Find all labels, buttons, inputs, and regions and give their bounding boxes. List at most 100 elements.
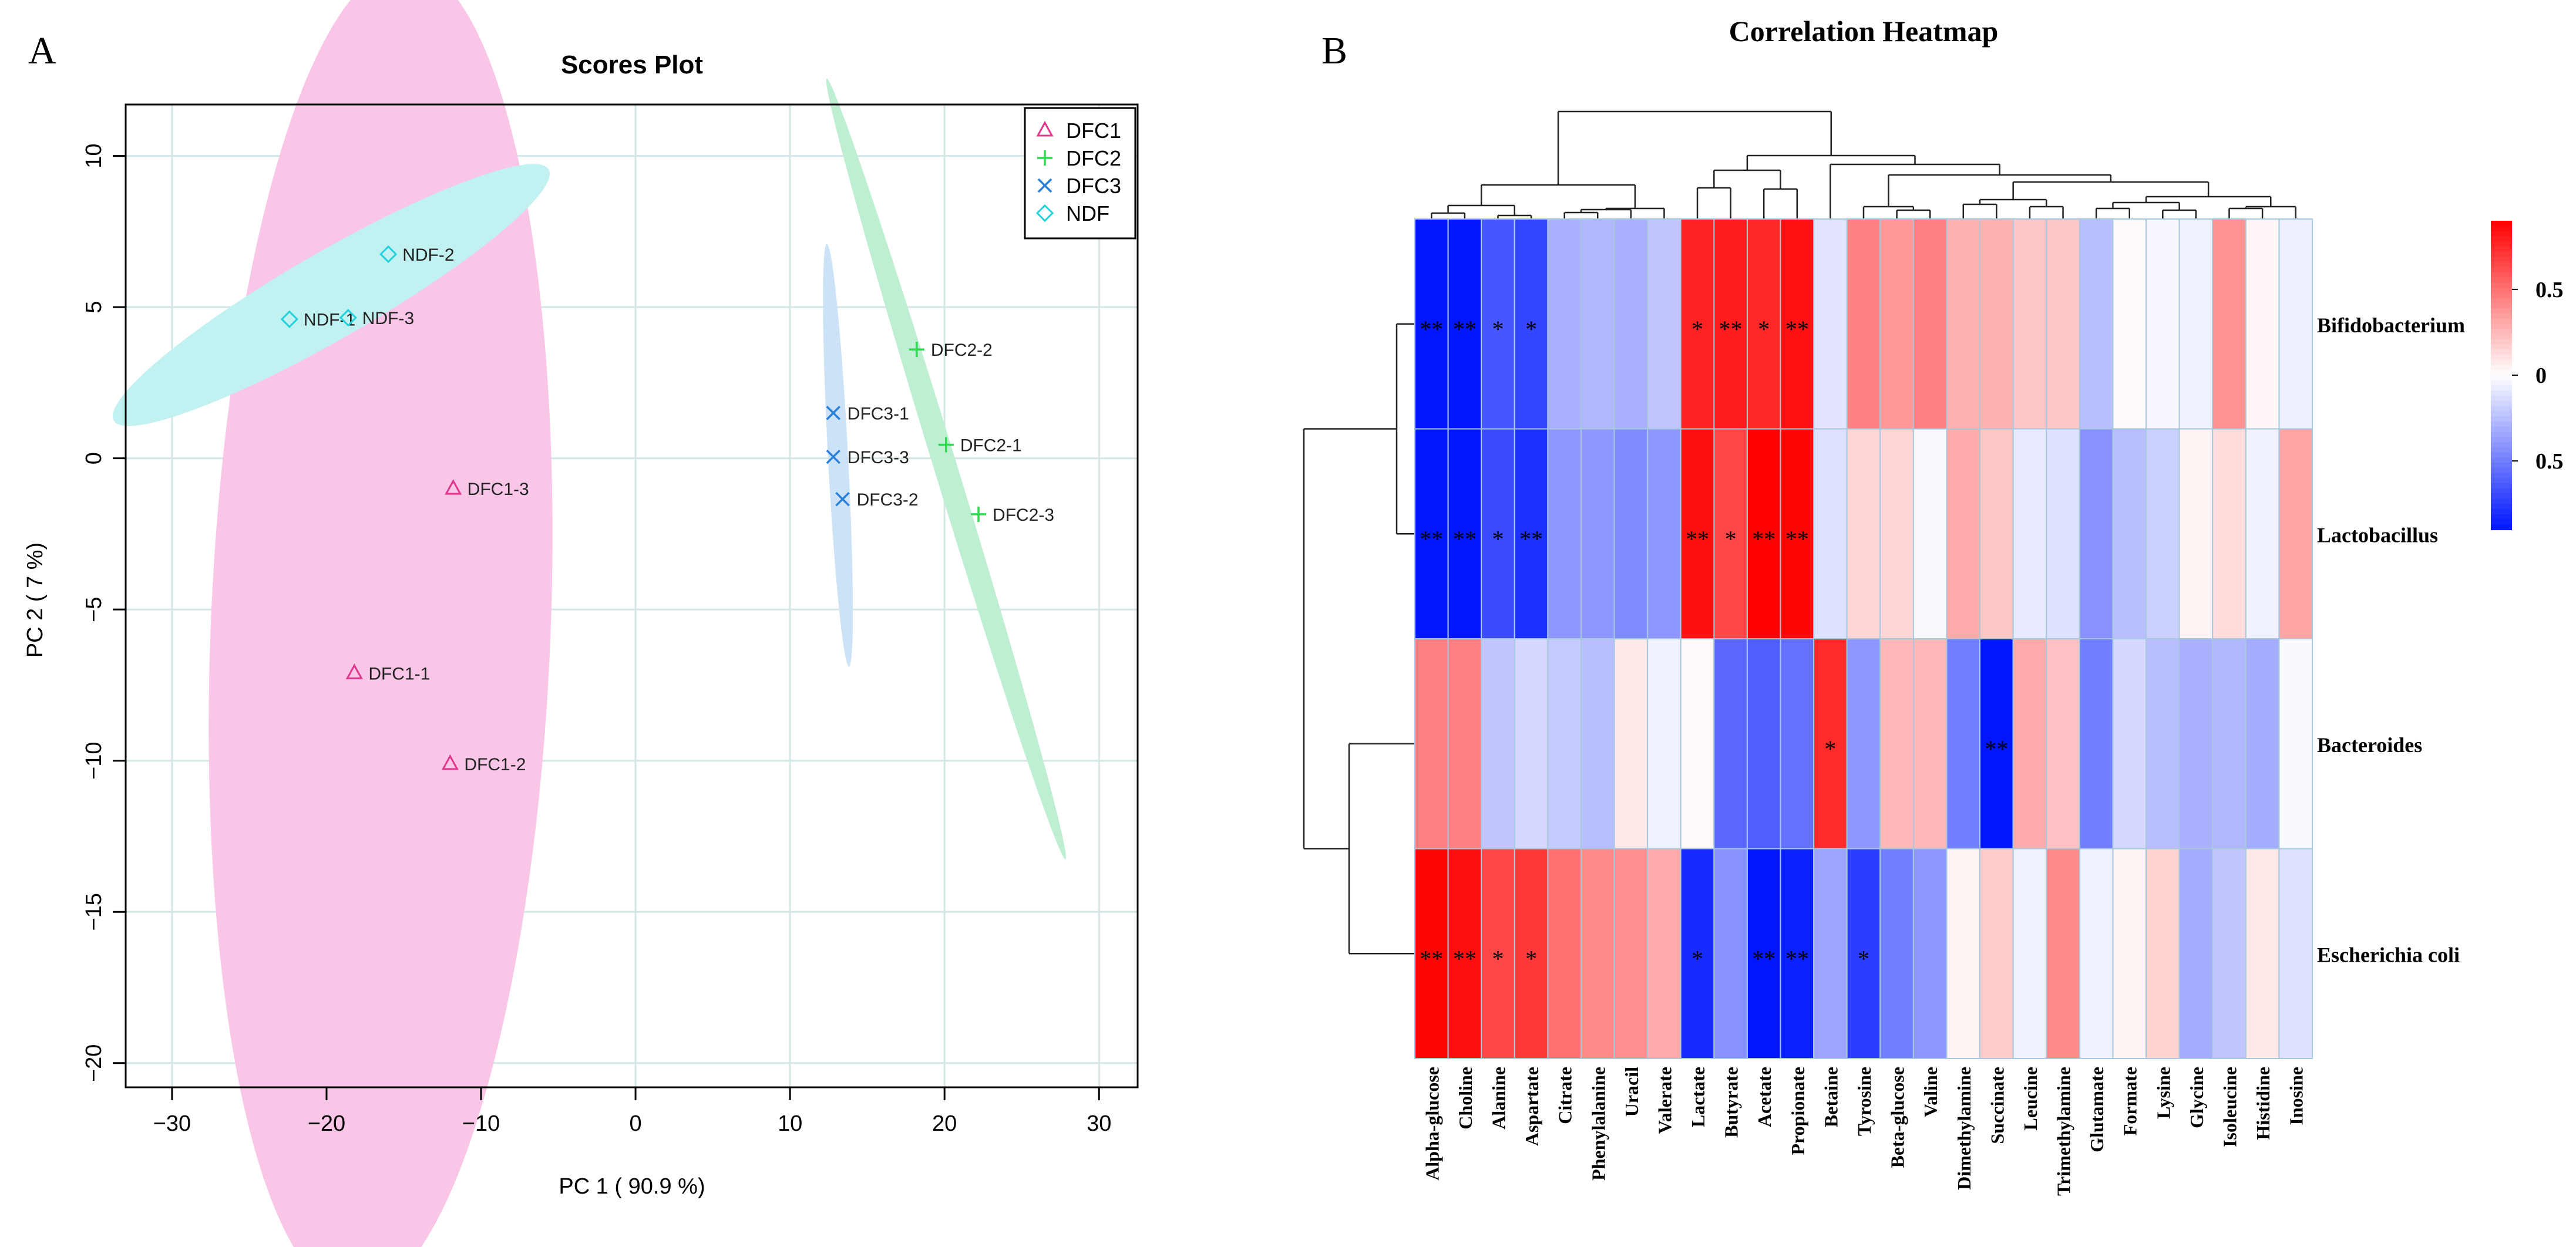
colorbar-step <box>2491 441 2512 448</box>
heatmap-cell <box>1912 848 1948 1059</box>
colorbar-step <box>2491 416 2512 422</box>
colorbar-step <box>2491 236 2512 242</box>
heatmap-cell <box>1746 848 1781 1059</box>
heatmap-cell <box>1647 218 1682 430</box>
heatmap-cell <box>1547 428 1582 639</box>
column-label: Lactate <box>1687 1067 1709 1127</box>
significance-mark: * <box>1824 736 1836 762</box>
row-label: Escherichia coli <box>2317 943 2460 966</box>
column-label: Succinate <box>1986 1067 2007 1144</box>
colorbar-step <box>2491 225 2512 232</box>
heatmap-cell <box>1846 428 1881 639</box>
heatmap-cell <box>1680 428 1715 639</box>
colorbar-step <box>2491 375 2512 381</box>
heatmap-cell <box>1481 638 1515 850</box>
heatmap-cell <box>2212 638 2247 850</box>
heatmap-cell <box>2112 638 2147 850</box>
significance-mark: * <box>1492 316 1504 342</box>
heatmap-cell <box>1846 218 1881 430</box>
colorbar-step <box>2491 313 2512 319</box>
column-label: Histidine <box>2252 1067 2274 1140</box>
colorbar-step <box>2491 411 2512 417</box>
y-tick-label: −10 <box>82 742 106 779</box>
colorbar-step <box>2491 452 2512 459</box>
significance-mark: ** <box>1453 316 1477 342</box>
diamond-marker <box>379 245 398 264</box>
heatmap-cell <box>1713 428 1748 639</box>
heatmap-cell <box>2278 218 2313 430</box>
heatmap-cell <box>1514 638 1549 850</box>
colorbar-step <box>2491 349 2512 355</box>
plus-marker <box>1037 150 1052 166</box>
x-tick-label: −10 <box>462 1111 500 1136</box>
x-tick-label: −20 <box>308 1111 345 1136</box>
heatmap-cell <box>1979 428 2014 639</box>
colorbar-step <box>2491 508 2512 515</box>
heatmap-cell <box>1879 638 1914 850</box>
heatmap-cell <box>2145 638 2180 850</box>
heatmap-cell <box>2178 218 2214 430</box>
colorbar-step <box>2491 329 2512 335</box>
legend: DFC1 DFC2 DFC3 NDF <box>1024 107 1136 240</box>
column-label: Alanine <box>1488 1067 1509 1130</box>
significance-mark: * <box>1492 945 1504 972</box>
heatmap-cell <box>1613 638 1649 850</box>
row-label: Lactobacillus <box>2317 523 2438 547</box>
heatmap-cell <box>2145 218 2180 430</box>
score-point: DFC3-3 <box>826 448 909 467</box>
colorbar-step <box>2491 488 2512 494</box>
heatmap-cell <box>2012 218 2047 430</box>
colorbar-step <box>2491 287 2512 294</box>
column-label: Beta-glucose <box>1887 1067 1908 1168</box>
panel-b-label: B <box>1321 29 1347 72</box>
heatmap-cell <box>1547 638 1582 850</box>
heatmap-cell <box>2245 848 2280 1059</box>
column-label: Formate <box>2120 1067 2141 1135</box>
significance-mark: * <box>1525 945 1537 972</box>
column-label: Tyrosine <box>1854 1067 1875 1136</box>
column-label: Inosine <box>2286 1067 2307 1125</box>
colorbar-step <box>2491 390 2512 397</box>
heatmap-cell <box>1746 638 1781 850</box>
colorbar-step <box>2491 318 2512 325</box>
column-label: Acetate <box>1754 1067 1775 1127</box>
x-tick-label: 30 <box>1087 1111 1111 1136</box>
heatmap-cell <box>2079 428 2114 639</box>
point-label: NDF-3 <box>362 309 414 328</box>
chart-title: Correlation Heatmap <box>1729 15 1999 48</box>
plus-marker <box>971 506 987 522</box>
diamond-marker <box>339 309 357 327</box>
heatmap-cell <box>2079 638 2114 850</box>
significance-mark: * <box>1858 945 1869 972</box>
heatmap-cell <box>1447 428 1482 639</box>
heatmap-cell <box>1780 428 1815 639</box>
significance-mark: ** <box>1785 525 1809 552</box>
heatmap-cell <box>1680 638 1715 850</box>
column-label: Choline <box>1455 1067 1476 1130</box>
significance-mark: ** <box>1785 945 1809 972</box>
heatmap-cell <box>1547 848 1582 1059</box>
colorbar-step <box>2491 524 2512 530</box>
heatmap-cell <box>1547 218 1582 430</box>
score-point: DFC2-1 <box>938 436 1022 455</box>
scores-plot: Scores Plot DFC1-3 DFC1-1 DFC1-2 DFC2-2 DFC2… <box>23 0 1139 1247</box>
ellipse-ndf <box>112 164 550 426</box>
heatmap-cell <box>2245 428 2280 639</box>
column-label: Phenylalanine <box>1588 1067 1609 1181</box>
x-tick-label: 20 <box>932 1111 957 1136</box>
legend-label: NDF <box>1066 201 1109 225</box>
colorbar-step <box>2491 463 2512 469</box>
heatmap-cell <box>2278 428 2313 639</box>
heatmap-cell <box>1613 848 1649 1059</box>
score-point: DFC2-3 <box>971 505 1054 525</box>
heatmap-cell <box>2112 218 2147 430</box>
plot-frame <box>125 103 1139 1088</box>
colorbar-step <box>2491 251 2512 258</box>
score-points: DFC1-3 DFC1-1 DFC1-2 DFC2-2 DFC2-1 DFC2-3 DFC3… <box>280 245 1054 774</box>
heatmap-cell <box>1813 218 1848 430</box>
column-label: Propionate <box>1787 1067 1808 1155</box>
colorbar-step <box>2491 267 2512 273</box>
x-marker <box>826 406 841 420</box>
y-tick-label: 0 <box>82 452 106 464</box>
score-point: DFC3-1 <box>826 404 909 423</box>
